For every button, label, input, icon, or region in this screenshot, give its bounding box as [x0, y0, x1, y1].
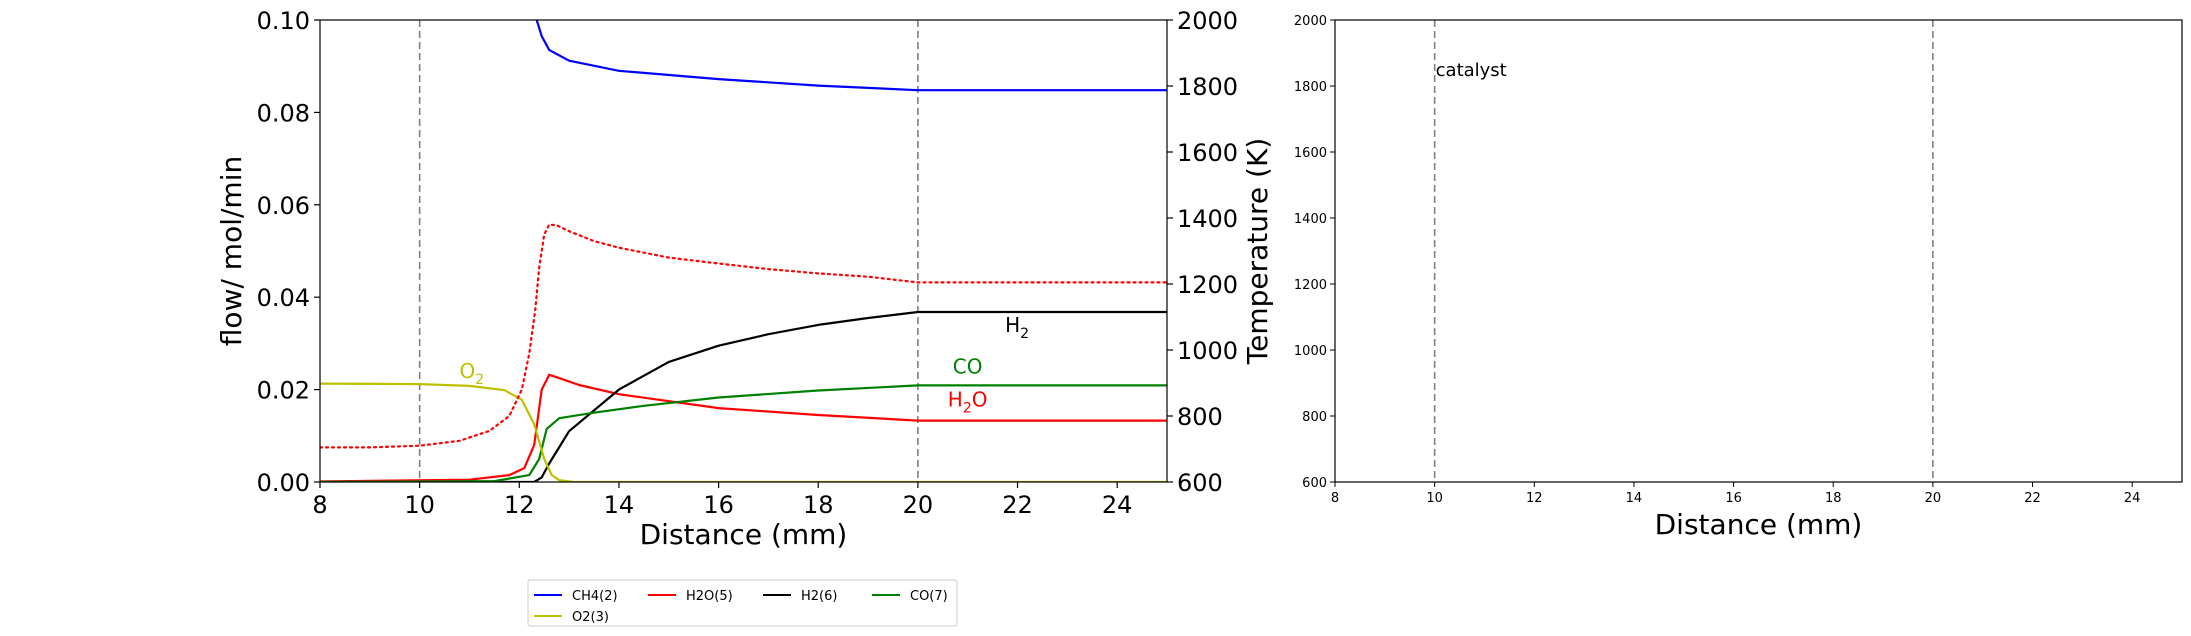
- x-axis-label: Distance (mm): [640, 518, 848, 551]
- y-tick-label: 1600: [1294, 146, 1327, 161]
- y-tick-label: 600: [1302, 476, 1327, 491]
- y-tick-label: 0.04: [257, 284, 310, 312]
- legend: CH4(2) H2O(5) H2(6) CO(7) O2(3): [527, 579, 958, 627]
- y-tick-label: 1800: [1294, 80, 1327, 95]
- x-tick-label: 20: [903, 491, 934, 519]
- legend-label: O2(3): [572, 610, 609, 625]
- x-tick-label: 22: [1002, 491, 1033, 519]
- y2-tick-label: 1000: [1177, 337, 1238, 365]
- x-tick-label: 16: [1725, 491, 1742, 506]
- y-tick-label: 0.00: [257, 469, 310, 497]
- y-tick-label: 1200: [1294, 278, 1327, 293]
- x-tick-label: 16: [703, 491, 734, 519]
- y2-tick-label: 1200: [1177, 271, 1238, 299]
- y-tick-label: 0.02: [257, 377, 310, 405]
- annotation-text: CO: [953, 354, 983, 378]
- y-tick-label: 1000: [1294, 344, 1327, 359]
- y-tick-label: 0.08: [257, 99, 310, 127]
- x-tick-label: 12: [504, 491, 535, 519]
- annotation-tail: O: [972, 388, 988, 412]
- right-plot-frame: [1334, 19, 2183, 483]
- right-chart: 8 10 12 14 16 18 20 22 24 600 800 1000 1200 1400 1600 1…: [1294, 14, 2183, 541]
- y2-tick-label: 1800: [1177, 73, 1238, 101]
- legend-box: [527, 579, 958, 627]
- catalyst-label: catalyst: [1436, 60, 1507, 81]
- y-tick-label: 0.10: [257, 7, 310, 35]
- y2-tick-label: 600: [1177, 469, 1223, 497]
- x-tick-label: 12: [1526, 491, 1543, 506]
- annotation-text: H: [948, 388, 963, 412]
- annotation-text: H: [1005, 313, 1020, 337]
- series-line-CH4(2): [535, 20, 1167, 92]
- y-axis-label: flow/ mol/min: [215, 156, 248, 346]
- x-tick-label: 8: [312, 491, 327, 519]
- y-tick-label: 1400: [1294, 212, 1327, 227]
- x-tick-label: 10: [404, 491, 435, 519]
- y2-tick-label: 1400: [1177, 205, 1238, 233]
- legend-label: H2(6): [801, 589, 837, 604]
- x-tick-label: 8: [1331, 491, 1339, 506]
- left-plot-frame: [319, 19, 1168, 483]
- annotation-3: O2: [460, 359, 485, 388]
- series-line-H2(6): [320, 310, 1167, 482]
- annotation-text: O: [460, 359, 476, 383]
- annotation-sub: 2: [475, 372, 484, 388]
- x-tick-label: 24: [2124, 491, 2141, 506]
- x-tick-label: 18: [1825, 491, 1842, 506]
- annotation-2: H2O: [948, 388, 988, 417]
- legend-label: CO(7): [910, 589, 948, 604]
- y2-tick-label: 2000: [1177, 7, 1238, 35]
- x-tick-label: 14: [1626, 491, 1643, 506]
- y-tick-label: 0.06: [257, 192, 310, 220]
- annotation-1: CO: [953, 354, 983, 378]
- series-line-CO(7): [320, 384, 1167, 482]
- x-tick-label: 14: [604, 491, 635, 519]
- annotation-sub: 2: [963, 401, 972, 417]
- y2-tick-label: 1600: [1177, 139, 1238, 167]
- left-chart: 8 10 12 14 16 18 20 22 240.000.020.040.060.080.1…: [215, 7, 1274, 551]
- y2-tick-label: 800: [1177, 403, 1223, 431]
- y2-axis-label: Temperature (K): [1241, 138, 1274, 365]
- y-tick-label: 800: [1302, 410, 1327, 425]
- annotation-0: H2: [1005, 313, 1029, 342]
- left-plot-area: [320, 20, 1167, 482]
- x-tick-label: 18: [803, 491, 834, 519]
- x-tick-label: 10: [1426, 491, 1443, 506]
- series-line-O2(3): [320, 382, 1167, 482]
- annotation-sub: 2: [1020, 326, 1029, 342]
- y-tick-label: 2000: [1294, 14, 1327, 29]
- x-tick-label: 20: [1925, 491, 1942, 506]
- x-axis-label: Distance (mm): [1655, 508, 1863, 541]
- x-tick-label: 22: [2024, 491, 2041, 506]
- legend-label: H2O(5): [686, 589, 733, 604]
- legend-label: CH4(2): [572, 589, 618, 604]
- series-line-H2O(5): [320, 373, 1167, 482]
- x-tick-label: 24: [1102, 491, 1133, 519]
- temperature-line: [320, 223, 1167, 449]
